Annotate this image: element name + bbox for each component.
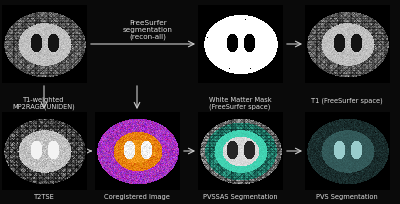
Text: Coregistered Image: Coregistered Image — [104, 194, 170, 200]
Text: T1-weighted
MP2RAGE(UNIDEN): T1-weighted MP2RAGE(UNIDEN) — [13, 97, 75, 111]
Text: T2TSE: T2TSE — [34, 194, 54, 200]
Text: White Matter Mask
(FreeSurfer space): White Matter Mask (FreeSurfer space) — [209, 97, 271, 111]
Text: PVSSAS Segmentation: PVSSAS Segmentation — [203, 194, 277, 200]
Text: T1 (FreeSurfer space): T1 (FreeSurfer space) — [311, 97, 383, 103]
Text: FreeSurfer
segmentation
(recon-all): FreeSurfer segmentation (recon-all) — [123, 20, 173, 40]
Text: PVS Segmentation: PVS Segmentation — [316, 194, 378, 200]
